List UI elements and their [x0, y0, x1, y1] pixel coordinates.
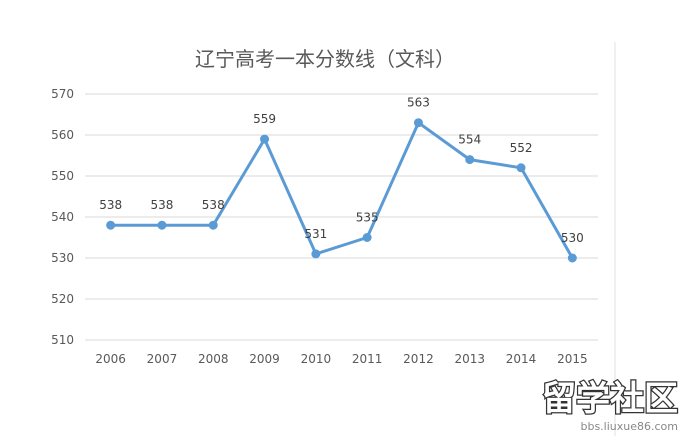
data-point	[208, 220, 218, 230]
data-point	[260, 134, 270, 144]
chart-title: 辽宁高考一本分数线（文科）	[195, 47, 455, 71]
x-tick-label: 2007	[147, 352, 178, 366]
x-tick-label: 2014	[506, 352, 537, 366]
data-point	[516, 163, 526, 173]
y-tick-label: 510	[51, 333, 74, 347]
x-tick-label: 2008	[198, 352, 229, 366]
data-point	[465, 155, 475, 165]
data-label: 554	[458, 133, 481, 147]
x-tick-label: 2009	[249, 352, 280, 366]
watermark-logo-text: 留学社区	[542, 379, 678, 419]
watermark-url: bbs.liuxue86.com	[580, 420, 678, 433]
x-tick-label: 2011	[352, 352, 383, 366]
data-label: 559	[253, 112, 276, 126]
data-label: 538	[150, 198, 173, 212]
y-tick-label: 520	[51, 292, 74, 306]
data-point	[567, 253, 577, 263]
series: 538 538 538 559 531 535 563 554 552 530	[99, 96, 584, 263]
data-label: 538	[99, 198, 122, 212]
x-tick-label: 2013	[454, 352, 485, 366]
y-axis-tick-labels: 510 520 530 540 550 560 570	[51, 87, 74, 347]
x-tick-label: 2015	[557, 352, 588, 366]
gridlines	[85, 93, 598, 341]
y-tick-label: 570	[51, 87, 74, 101]
watermark-logo: 留学社区 bbs.liuxue86.com	[541, 378, 680, 433]
x-axis-tick-labels: 2006 2007 2008 2009 2010 2011 2012 2013 2014 2015	[95, 352, 587, 366]
data-label: 530	[561, 231, 584, 245]
y-tick-label: 550	[51, 169, 74, 183]
y-tick-label: 530	[51, 251, 74, 265]
data-label: 535	[356, 211, 379, 225]
data-point	[413, 118, 423, 128]
data-point	[311, 249, 321, 259]
x-tick-label: 2010	[301, 352, 332, 366]
data-label: 538	[202, 198, 225, 212]
series-line	[110, 121, 574, 259]
data-point	[106, 220, 116, 230]
y-tick-label: 540	[51, 210, 74, 224]
x-tick-label: 2012	[403, 352, 434, 366]
data-point	[157, 220, 167, 230]
data-label: 563	[407, 96, 430, 110]
data-point	[362, 233, 372, 242]
data-label: 531	[304, 227, 327, 241]
data-label: 552	[510, 141, 533, 155]
x-tick-label: 2006	[95, 352, 126, 366]
y-tick-label: 560	[51, 128, 74, 142]
